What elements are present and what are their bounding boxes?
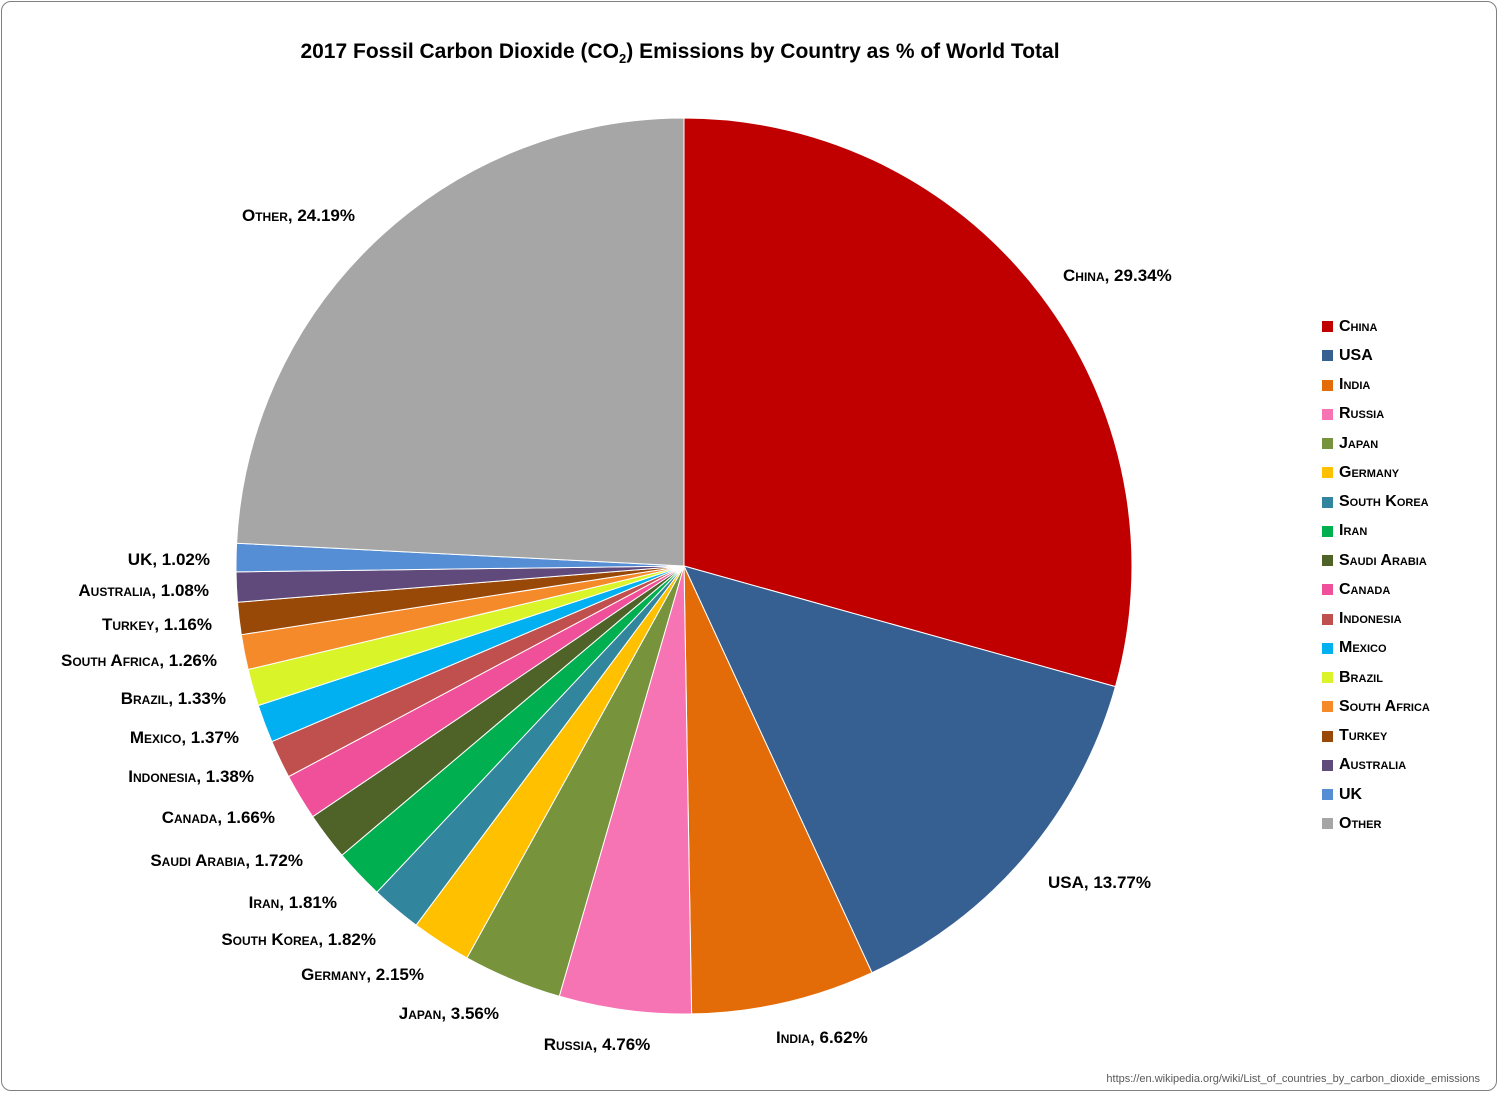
- pie-slice-india: [683, 565, 873, 1015]
- data-label-canada: Canada, 1.66%: [162, 808, 275, 827]
- legend-label: South Korea: [1339, 493, 1429, 511]
- legend-label: Mexico: [1339, 639, 1387, 657]
- legend-item-germany: Germany: [1322, 458, 1492, 487]
- legend-label: Iran: [1339, 522, 1368, 540]
- legend-item-indonesia: Indonesia: [1322, 605, 1492, 634]
- legend-item-south-africa: South Africa: [1322, 692, 1492, 721]
- legend-item-india: India: [1322, 371, 1492, 400]
- legend-label: Other: [1339, 814, 1382, 832]
- data-label-turkey: Turkey, 1.16%: [102, 615, 212, 634]
- data-label-south-korea: South Korea, 1.82%: [221, 930, 376, 949]
- legend-label: India: [1339, 376, 1371, 394]
- data-label-brazil: Brazil, 1.33%: [121, 689, 226, 708]
- legend-label: South Africa: [1339, 697, 1430, 715]
- legend-swatch: [1322, 584, 1333, 596]
- legend-swatch: [1322, 379, 1333, 391]
- legend-item-canada: Canada: [1322, 575, 1492, 604]
- legend-label: Indonesia: [1339, 610, 1402, 628]
- legend-label: Germany: [1339, 463, 1400, 481]
- legend: China USA India Russia Japan Germany South Kor…: [1322, 312, 1492, 839]
- data-label-mexico: Mexico, 1.37%: [130, 728, 239, 747]
- data-label-india: India, 6.62%: [776, 1028, 868, 1047]
- source-url: https://en.wikipedia.org/wiki/List_of_co…: [1106, 1073, 1480, 1085]
- legend-swatch: [1322, 759, 1333, 771]
- legend-label: Japan: [1339, 434, 1379, 452]
- legend-label: UK: [1339, 785, 1363, 803]
- legend-item-russia: Russia: [1322, 400, 1492, 429]
- pie-slice-china: [683, 117, 1133, 688]
- legend-swatch: [1322, 438, 1333, 450]
- legend-swatch: [1322, 613, 1333, 625]
- data-label-south-africa: South Africa, 1.26%: [61, 651, 217, 670]
- pie-labels: China, 29.34% USA, 13.77% India, 6.62% Russ…: [61, 206, 1172, 1054]
- legend-item-iran: Iran: [1322, 517, 1492, 546]
- legend-label: Saudi Arabia: [1339, 551, 1427, 569]
- data-label-china: China, 29.34%: [1063, 266, 1172, 285]
- legend-swatch: [1322, 496, 1333, 508]
- data-label-germany: Germany, 2.15%: [301, 965, 424, 984]
- chart-title: 2017 Fossil Carbon Dioxide (CO2) Emissio…: [300, 40, 1060, 67]
- legend-swatch: [1322, 467, 1333, 479]
- pie-slices: [235, 117, 1133, 1015]
- legend-label: China: [1339, 317, 1378, 335]
- legend-swatch: [1322, 555, 1333, 567]
- legend-item-south-korea: South Korea: [1322, 488, 1492, 517]
- data-label-iran: Iran, 1.81%: [249, 893, 337, 912]
- legend-item-turkey: Turkey: [1322, 722, 1492, 751]
- legend-label: USA: [1339, 346, 1373, 364]
- legend-swatch: [1322, 408, 1333, 420]
- pie-slice-other: [236, 117, 685, 567]
- legend-swatch: [1322, 321, 1333, 333]
- legend-item-australia: Australia: [1322, 751, 1492, 780]
- legend-label: Russia: [1339, 405, 1385, 423]
- data-label-usa: USA, 13.77%: [1048, 873, 1151, 892]
- legend-swatch: [1322, 350, 1333, 362]
- data-label-russia: Russia, 4.76%: [544, 1035, 651, 1054]
- legend-item-other: Other: [1322, 809, 1492, 838]
- data-label-indonesia: Indonesia, 1.38%: [128, 767, 254, 786]
- legend-label: Turkey: [1339, 727, 1388, 745]
- legend-item-brazil: Brazil: [1322, 663, 1492, 692]
- legend-item-mexico: Mexico: [1322, 634, 1492, 663]
- legend-swatch: [1322, 789, 1333, 801]
- legend-label: Australia: [1339, 756, 1407, 774]
- legend-item-usa: USA: [1322, 341, 1492, 370]
- legend-label: Canada: [1339, 580, 1391, 598]
- legend-item-uk: UK: [1322, 780, 1492, 809]
- pie-slice-usa: [683, 565, 1117, 974]
- legend-item-china: China: [1322, 312, 1492, 341]
- data-label-other: Other, 24.19%: [242, 206, 355, 225]
- data-label-japan: Japan, 3.56%: [399, 1004, 499, 1023]
- legend-item-japan: Japan: [1322, 429, 1492, 458]
- data-label-uk: UK, 1.02%: [128, 550, 210, 569]
- legend-swatch: [1322, 525, 1333, 537]
- legend-swatch: [1322, 730, 1333, 742]
- legend-swatch: [1322, 818, 1333, 830]
- legend-item-saudi-arabia: Saudi Arabia: [1322, 546, 1492, 575]
- data-label-saudi-arabia: Saudi Arabia, 1.72%: [150, 851, 303, 870]
- legend-swatch: [1322, 642, 1333, 654]
- legend-swatch: [1322, 701, 1333, 713]
- legend-swatch: [1322, 672, 1333, 684]
- data-label-australia: Australia, 1.08%: [78, 581, 209, 600]
- legend-label: Brazil: [1339, 668, 1383, 686]
